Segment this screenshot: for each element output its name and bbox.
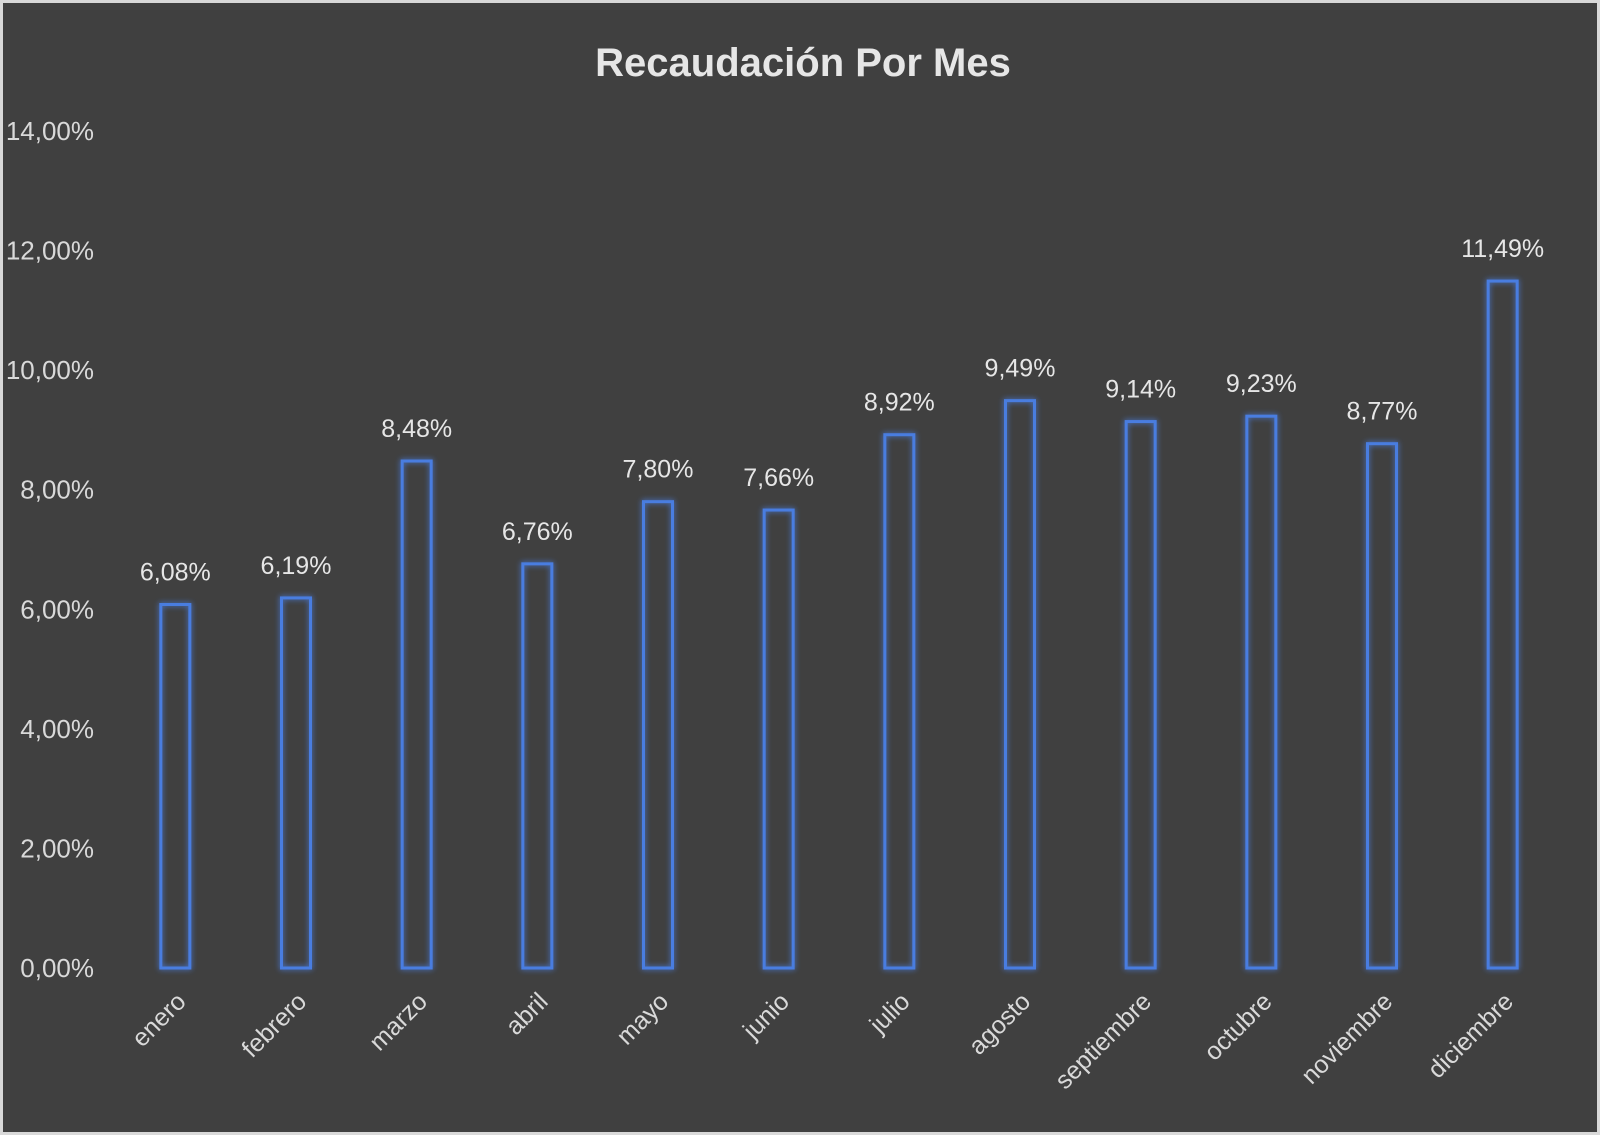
data-label: 9,14%: [1105, 376, 1176, 404]
x-tick-label: abril: [500, 987, 553, 1040]
bar-chart: Recaudación Por Mes 0,00% 2,00% 4,00% 6,00%…: [6, 41, 1544, 1095]
x-tick-label: mayo: [611, 987, 674, 1050]
data-label: 8,77%: [1347, 398, 1418, 426]
x-tick-label: junio: [737, 987, 795, 1045]
y-tick-label: 4,00%: [20, 714, 94, 744]
data-label: 7,80%: [623, 456, 694, 484]
y-axis: 0,00% 2,00% 4,00% 6,00% 8,00% 10,00% 12,00% 14,…: [6, 116, 94, 983]
bars: [159, 279, 1519, 970]
y-tick-label: 2,00%: [20, 833, 94, 863]
data-label: 8,48%: [381, 415, 452, 443]
x-axis: enero febrero marzo abril mayo junio julio agos…: [127, 987, 1519, 1094]
bar-enero: [159, 603, 192, 970]
bar-abril: [521, 562, 554, 970]
bar-junio: [762, 508, 795, 970]
x-tick-label: septiembre: [1050, 987, 1157, 1094]
bar-agosto: [1004, 399, 1036, 970]
y-tick-label: 10,00%: [6, 355, 94, 385]
y-tick-label: 6,00%: [20, 594, 94, 624]
data-label: 6,76%: [502, 518, 573, 546]
y-tick-label: 14,00%: [6, 116, 94, 146]
x-tick-label: julio: [864, 987, 916, 1039]
bar-octubre: [1245, 414, 1278, 970]
x-tick-label: enero: [127, 987, 192, 1052]
x-tick-label: febrero: [236, 987, 312, 1063]
data-labels: 6,08% 6,19% 8,48% 6,76% 7,80% 7,66% 8,92% 9,49%…: [140, 235, 1544, 586]
bar-septiembre: [1124, 420, 1157, 970]
x-tick-label: octubre: [1199, 987, 1278, 1066]
data-label: 9,23%: [1226, 370, 1297, 398]
bar-mayo: [642, 500, 674, 970]
x-tick-label: agosto: [963, 987, 1036, 1060]
x-tick-label: diciembre: [1422, 987, 1518, 1083]
y-tick-label: 8,00%: [20, 475, 94, 505]
bar-noviembre: [1366, 442, 1398, 970]
bar-diciembre: [1486, 279, 1519, 970]
y-tick-label: 0,00%: [20, 953, 94, 983]
y-tick-label: 12,00%: [6, 236, 94, 266]
bar-marzo: [400, 459, 433, 970]
data-label: 7,66%: [743, 464, 814, 492]
data-label: 8,92%: [864, 389, 935, 417]
bar-julio: [883, 433, 916, 970]
bar-febrero: [280, 596, 312, 970]
data-label: 6,08%: [140, 559, 211, 587]
x-tick-label: noviembre: [1296, 987, 1398, 1089]
data-label: 6,19%: [261, 552, 332, 580]
data-label: 9,49%: [985, 355, 1056, 383]
x-tick-label: marzo: [364, 987, 433, 1056]
chart-title: Recaudación Por Mes: [595, 41, 1011, 85]
data-label: 11,49%: [1461, 235, 1544, 263]
